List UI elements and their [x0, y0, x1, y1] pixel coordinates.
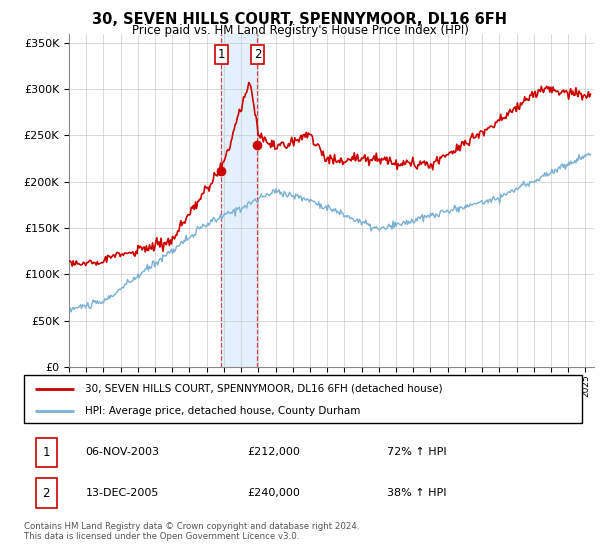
- Text: 13-DEC-2005: 13-DEC-2005: [85, 488, 159, 498]
- Text: 2: 2: [254, 48, 261, 62]
- Text: 1: 1: [218, 48, 225, 62]
- Text: 38% ↑ HPI: 38% ↑ HPI: [387, 488, 446, 498]
- Text: 72% ↑ HPI: 72% ↑ HPI: [387, 447, 446, 457]
- Text: Price paid vs. HM Land Registry's House Price Index (HPI): Price paid vs. HM Land Registry's House …: [131, 24, 469, 37]
- Bar: [36, 437, 57, 467]
- Text: 1: 1: [43, 446, 50, 459]
- Text: HPI: Average price, detached house, County Durham: HPI: Average price, detached house, Coun…: [85, 406, 361, 416]
- Text: £212,000: £212,000: [247, 447, 300, 457]
- Text: 2: 2: [43, 487, 50, 500]
- Bar: [36, 478, 57, 508]
- Text: Contains HM Land Registry data © Crown copyright and database right 2024.
This d: Contains HM Land Registry data © Crown c…: [24, 522, 359, 542]
- Text: £240,000: £240,000: [247, 488, 300, 498]
- Bar: [221, 34, 257, 367]
- Text: 06-NOV-2003: 06-NOV-2003: [85, 447, 160, 457]
- Text: 30, SEVEN HILLS COURT, SPENNYMOOR, DL16 6FH (detached house): 30, SEVEN HILLS COURT, SPENNYMOOR, DL16 …: [85, 384, 443, 394]
- Text: 30, SEVEN HILLS COURT, SPENNYMOOR, DL16 6FH: 30, SEVEN HILLS COURT, SPENNYMOOR, DL16 …: [92, 12, 508, 27]
